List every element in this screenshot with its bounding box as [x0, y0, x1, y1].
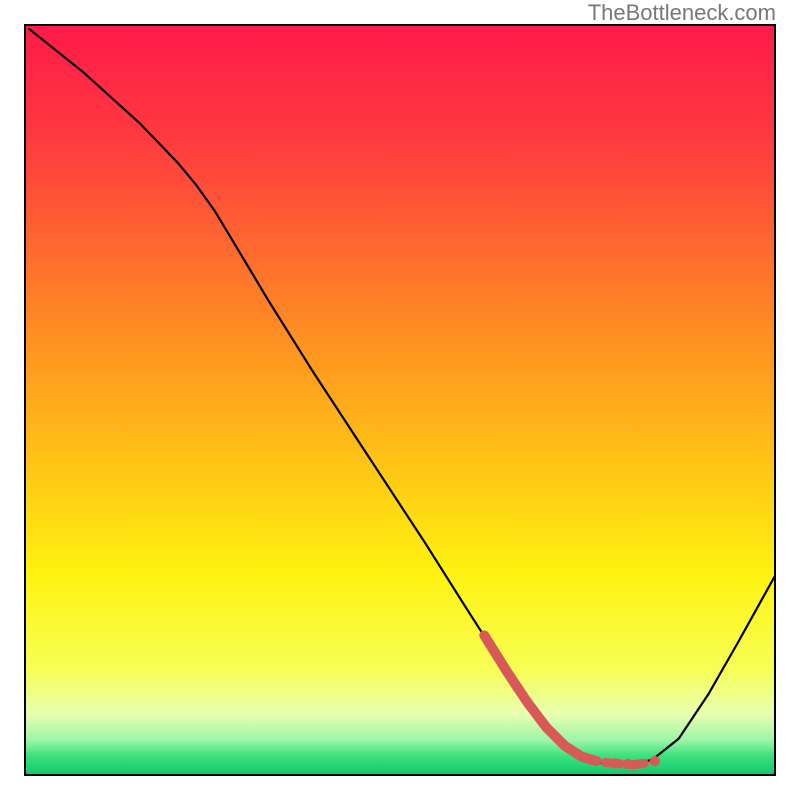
curve-layer: [28, 28, 776, 776]
plot-area: [24, 24, 776, 776]
watermark-text: TheBottleneck.com: [588, 0, 776, 26]
chart-container: TheBottleneck.com: [0, 0, 800, 800]
